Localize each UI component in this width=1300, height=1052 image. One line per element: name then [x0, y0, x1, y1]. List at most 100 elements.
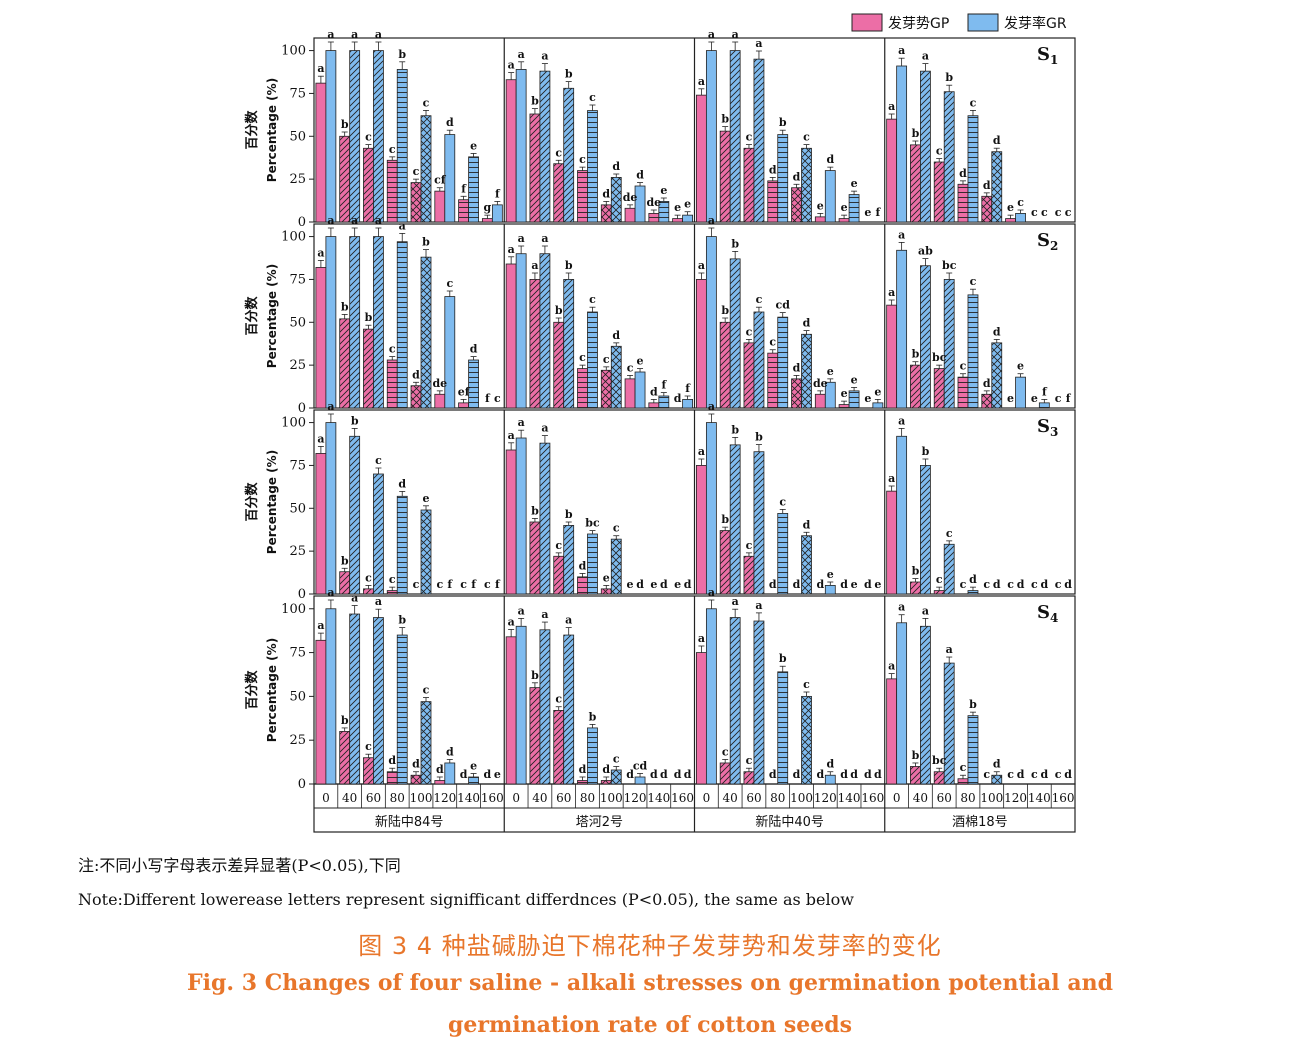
gr-significance-letter: b [351, 414, 359, 427]
gp-bar [672, 218, 684, 223]
gp-significance-letter: d [816, 578, 824, 591]
gp-significance-letter: b [341, 118, 349, 131]
gr-bar-hatch [730, 617, 741, 784]
gp-significance-letter: d [460, 768, 468, 781]
gp-significance-letter: d [412, 368, 420, 381]
gp-significance-letter: c [746, 539, 753, 552]
gr-bar-hatch [373, 474, 384, 594]
gp-bar-hatch [957, 377, 968, 408]
gr-significance-letter: c [613, 752, 620, 765]
caption-en-line2: germination rate of cotton seeds [447, 1012, 853, 1038]
legend-gr-swatch [967, 13, 999, 32]
gp-bar [315, 267, 327, 409]
gr-significance-letter: c [970, 96, 977, 109]
gr-significance-letter: a [922, 604, 929, 617]
y-tick-label: 0 [298, 401, 306, 416]
gr-significance-letter: cd [633, 759, 648, 772]
gr-significance-letter: d [826, 153, 834, 166]
x-tick-label: 140 [838, 791, 861, 805]
gr-significance-letter: d [398, 477, 406, 490]
gr-significance-letter: e [470, 759, 477, 772]
gr-bar [824, 585, 836, 595]
gr-significance-letter: a [541, 232, 548, 245]
gr-significance-letter: f [1066, 392, 1072, 405]
gp-bar-hatch [529, 522, 540, 594]
x-tick-label: 80 [580, 791, 595, 805]
gr-significance-letter: e [637, 355, 644, 368]
gp-significance-letter: b [531, 504, 539, 517]
gp-significance-letter: c [413, 578, 420, 591]
gr-significance-letter: a [327, 586, 334, 599]
gp-significance-letter: b [555, 304, 563, 317]
gr-significance-letter: e [470, 139, 477, 152]
gp-bar [814, 393, 826, 409]
gr-bar-hatch [587, 110, 598, 222]
gr-significance-letter: a [708, 586, 715, 599]
x-tick-label: 80 [770, 791, 785, 805]
gr-bar-hatch [611, 346, 622, 408]
gr-bar [634, 776, 646, 785]
gr-bar [705, 608, 717, 785]
gp-bar-hatch [363, 148, 374, 222]
gr-significance-letter: b [422, 236, 430, 249]
gp-bar-hatch [601, 370, 612, 408]
gr-bar [896, 435, 908, 595]
gr-bar-hatch [349, 436, 360, 594]
gp-significance-letter: c [983, 768, 990, 781]
note-en: Note:Different lowerease letters represe… [78, 890, 854, 909]
gp-significance-letter: c [555, 146, 562, 159]
gr-bar-hatch [563, 88, 574, 223]
gp-bar-hatch [601, 780, 612, 784]
y-axis-label-en: Percentage (%) [265, 78, 279, 182]
gp-bar [505, 263, 517, 409]
gr-bar [444, 296, 456, 409]
x-tick-label: 40 [913, 791, 928, 805]
gp-bar-hatch [839, 218, 850, 222]
caption-cn: 图 3 4 种盐碱胁迫下棉花种子发芽势和发芽率的变化 [358, 932, 942, 960]
gr-bar [515, 437, 527, 595]
gr-significance-letter: e [660, 184, 667, 197]
x-tick-label: 140 [1028, 791, 1051, 805]
gr-bar-hatch [587, 534, 598, 594]
gr-significance-letter: b [731, 423, 739, 436]
x-tick-label: 140 [647, 791, 670, 805]
y-tick-label: 0 [298, 777, 306, 792]
gp-bar-hatch [411, 182, 422, 222]
gr-significance-letter: e [851, 578, 858, 591]
gp-bar-hatch [910, 582, 921, 594]
gp-bar-hatch [934, 590, 945, 594]
x-tick-label: 120 [624, 791, 647, 805]
gr-bar-hatch [777, 513, 788, 594]
panel-label-S4: S4 [1037, 602, 1058, 625]
gr-bar-hatch [944, 544, 955, 594]
gp-significance-letter: d [864, 768, 872, 781]
gp-significance-letter: c [746, 325, 753, 338]
gr-significance-letter: e [494, 768, 501, 781]
gp-bar [505, 449, 517, 595]
gp-significance-letter: c [1055, 768, 1062, 781]
gr-significance-letter: f [661, 379, 667, 392]
y-tick-label: 75 [289, 86, 306, 101]
panel-label-S1: S1 [1037, 44, 1058, 67]
gp-significance-letter: b [341, 714, 349, 727]
x-tick-label: 120 [814, 791, 837, 805]
x-tick-label: 100 [980, 791, 1003, 805]
gr-bar-hatch [397, 69, 408, 222]
gp-significance-letter: a [888, 100, 895, 113]
gr-significance-letter: d [803, 518, 811, 531]
gr-bar [515, 69, 527, 223]
gp-bar-hatch [339, 318, 350, 408]
gp-significance-letter: a [508, 429, 515, 442]
gr-bar-hatch [468, 776, 479, 784]
gp-significance-letter: b [912, 565, 920, 578]
x-tick-label: 140 [457, 791, 480, 805]
gr-bar [325, 236, 337, 409]
gp-bar-hatch [601, 204, 612, 222]
gr-bar-hatch [777, 134, 788, 222]
gp-bar-hatch [743, 771, 754, 784]
gp-significance-letter: d [388, 754, 396, 767]
gp-significance-letter: d [769, 768, 777, 781]
x-tick-label: 60 [746, 791, 761, 805]
gr-significance-letter: a [518, 604, 525, 617]
gr-significance-letter: a [922, 50, 929, 63]
